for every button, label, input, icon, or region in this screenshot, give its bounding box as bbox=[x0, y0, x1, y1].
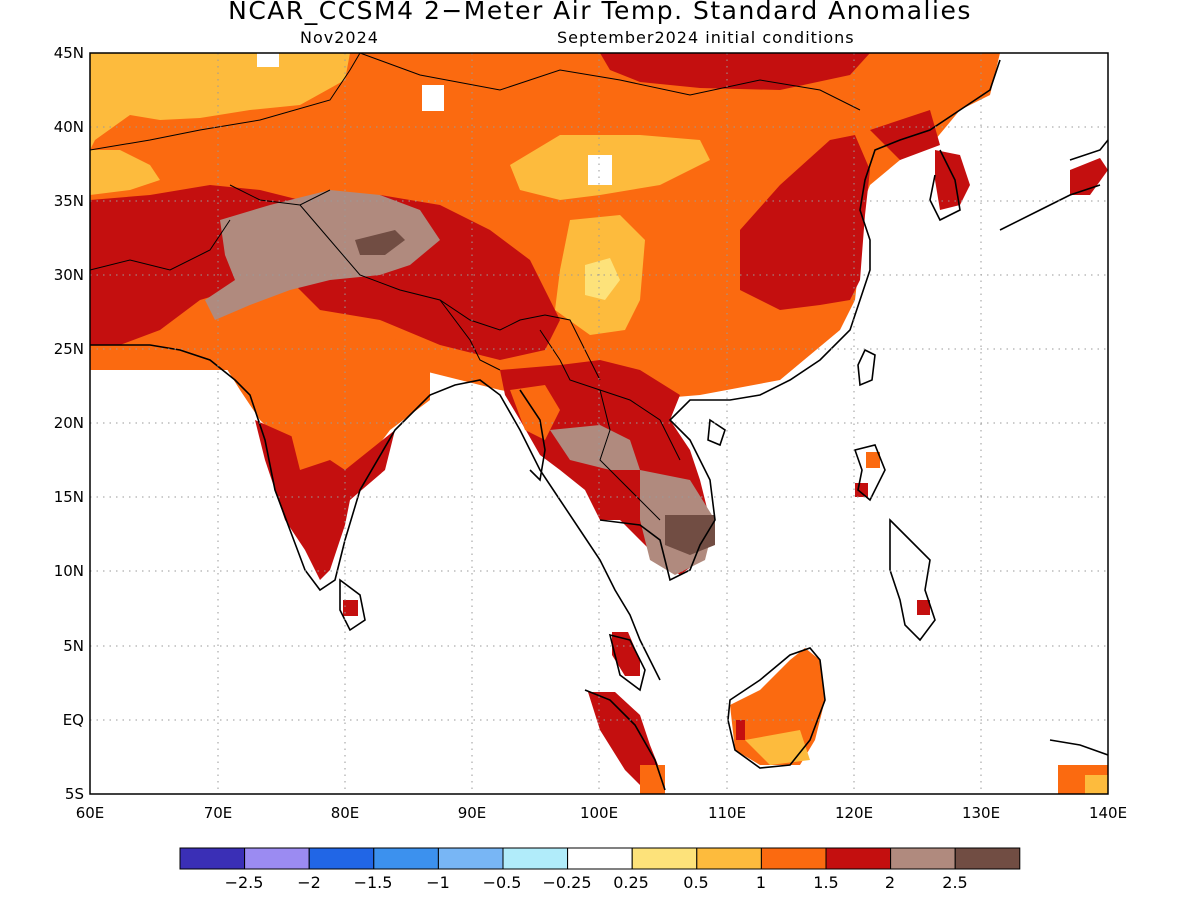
lat-label: 40N bbox=[54, 118, 84, 136]
map-title: NCAR_CCSM4 2−Meter Air Temp. Standard An… bbox=[228, 0, 972, 25]
region-borneo-red bbox=[736, 720, 745, 740]
lat-label: 10N bbox=[54, 562, 84, 580]
country-borders bbox=[90, 53, 861, 521]
region-north-india-dark bbox=[355, 230, 405, 255]
colorbar: −2.5 −2 −1.5 −1 −0.5 −0.25 0.25 0.5 1 1.… bbox=[179, 847, 1021, 892]
region-central-asia-west bbox=[90, 53, 350, 150]
region-sri-lanka bbox=[343, 600, 358, 616]
lat-label: 20N bbox=[54, 414, 84, 432]
colorbar-label: −1.5 bbox=[354, 873, 393, 892]
colorbar-label: 0.5 bbox=[683, 873, 708, 892]
region-thailand-brown bbox=[550, 425, 640, 470]
region-korea bbox=[935, 150, 970, 210]
lat-label: 35N bbox=[54, 192, 84, 210]
anomaly-field bbox=[90, 53, 1108, 794]
lat-label: 25N bbox=[54, 340, 84, 358]
region-new-guinea-light bbox=[1085, 775, 1108, 794]
colorbar-swatch bbox=[954, 847, 1021, 870]
colorbar-swatch bbox=[890, 847, 956, 870]
region-central-asia-patch bbox=[90, 150, 160, 195]
lon-label: 70E bbox=[204, 804, 233, 822]
lat-label: EQ bbox=[63, 711, 84, 729]
lon-label: 110E bbox=[708, 804, 746, 822]
colorbar-label: −2.5 bbox=[225, 873, 264, 892]
colorbar-label: −2 bbox=[297, 873, 321, 892]
map-frame bbox=[89, 52, 1109, 795]
gap-aral bbox=[257, 53, 279, 67]
forecast-month: Nov2024 bbox=[300, 28, 379, 47]
region-india-patch bbox=[290, 430, 330, 470]
gap-dzungaria bbox=[422, 85, 444, 111]
region-india-south bbox=[255, 420, 395, 580]
colorbar-swatch bbox=[567, 847, 633, 870]
lat-label: 30N bbox=[54, 266, 84, 284]
colorbar-label: 2.5 bbox=[942, 873, 967, 892]
colorbar-swatch bbox=[825, 847, 892, 870]
region-japan bbox=[1070, 158, 1108, 195]
colorbar-swatch bbox=[373, 847, 439, 870]
colorbar-label: 1.5 bbox=[813, 873, 838, 892]
colorbar-label: −0.5 bbox=[483, 873, 522, 892]
region-manchuria bbox=[870, 110, 940, 160]
region-mongolia-north-china bbox=[90, 53, 1000, 400]
colorbar-label: 0.25 bbox=[613, 873, 649, 892]
colorbar-swatch bbox=[244, 847, 310, 870]
graticule bbox=[90, 53, 1108, 794]
colorbar-swatch bbox=[308, 847, 375, 870]
coastlines bbox=[90, 59, 1108, 791]
colorbar-label: 2 bbox=[885, 873, 895, 892]
region-mindanao bbox=[917, 600, 930, 615]
lon-label: 100E bbox=[580, 804, 618, 822]
colorbar-label: −1 bbox=[426, 873, 450, 892]
colorbar-swatch bbox=[502, 847, 569, 870]
lat-label: 5N bbox=[63, 637, 84, 655]
longitude-labels: 60E 70E 80E 90E 100E 110E 120E 130E 140E bbox=[76, 804, 1127, 822]
region-india-orange bbox=[215, 320, 430, 470]
lon-label: 120E bbox=[835, 804, 873, 822]
lat-label: 5S bbox=[65, 785, 84, 803]
region-malay-peninsula bbox=[612, 632, 640, 676]
colorbar-swatch bbox=[631, 847, 698, 870]
colorbar-label: −0.25 bbox=[542, 873, 591, 892]
colorbar-labels: −2.5 −2 −1.5 −1 −0.5 −0.25 0.25 0.5 1 1.… bbox=[225, 873, 968, 892]
gap-qaidam bbox=[588, 155, 612, 185]
colorbar-swatch bbox=[696, 847, 762, 870]
region-borneo-light bbox=[745, 730, 810, 765]
region-north-india-himalaya bbox=[205, 190, 440, 320]
colorbar-label: 1 bbox=[756, 873, 766, 892]
region-philippines-north bbox=[855, 483, 868, 497]
colorbar-swatch bbox=[760, 847, 827, 870]
region-cambodia-dark bbox=[665, 515, 715, 555]
colorbar-swatch bbox=[437, 847, 504, 870]
lat-label: 45N bbox=[54, 44, 84, 62]
region-east-china bbox=[740, 135, 870, 310]
latitude-labels: 45N 40N 35N 30N 25N 20N 15N 10N 5N EQ 5S bbox=[54, 44, 84, 803]
lat-label: 15N bbox=[54, 488, 84, 506]
lon-label: 90E bbox=[458, 804, 487, 822]
colorbar-swatches bbox=[179, 847, 1021, 870]
lon-label: 140E bbox=[1089, 804, 1127, 822]
region-luzon bbox=[866, 452, 880, 468]
lon-label: 60E bbox=[76, 804, 105, 822]
lon-label: 80E bbox=[331, 804, 360, 822]
region-tibetan-plateau-core bbox=[585, 258, 620, 300]
region-north-dark-red bbox=[600, 53, 870, 90]
initial-conditions: September2024 initial conditions bbox=[557, 28, 855, 47]
colorbar-swatch bbox=[179, 847, 246, 870]
lon-label: 130E bbox=[962, 804, 1000, 822]
